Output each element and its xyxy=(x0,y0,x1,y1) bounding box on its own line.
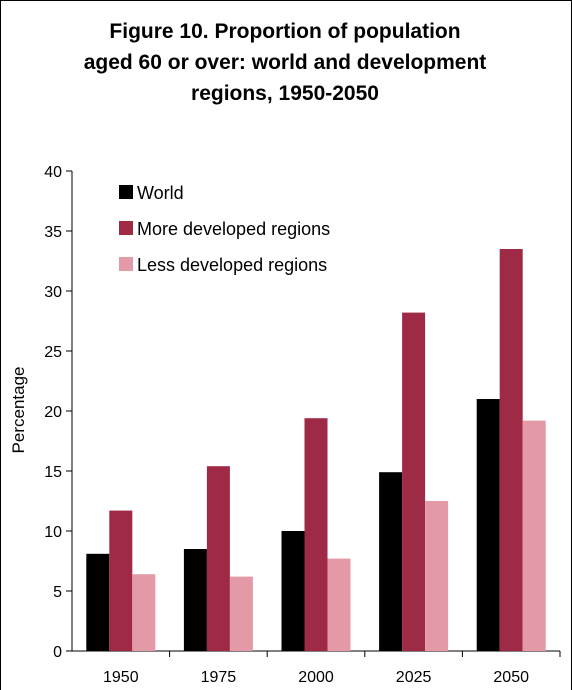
y-tick-label: 20 xyxy=(44,404,62,421)
legend-swatch xyxy=(119,221,133,235)
y-tick-label: 25 xyxy=(44,344,62,361)
bar-more-developed-regions xyxy=(109,510,133,651)
bar-less-developed-regions xyxy=(522,420,546,651)
y-tick-label: 40 xyxy=(44,164,62,181)
x-tick-label: 2025 xyxy=(396,669,432,686)
bar-world xyxy=(86,553,110,651)
bar-world xyxy=(281,531,305,651)
y-tick-label: 5 xyxy=(53,584,62,601)
bars xyxy=(86,249,546,651)
legend: World More developed regions Less develope… xyxy=(119,183,330,275)
legend-swatch xyxy=(119,257,133,271)
bar-more-developed-regions xyxy=(499,249,523,651)
y-tick-label: 10 xyxy=(44,524,62,541)
bar-less-developed-regions xyxy=(327,558,351,651)
legend-label: World xyxy=(137,183,184,203)
x-tick-label: 1950 xyxy=(103,669,139,686)
bar-more-developed-regions xyxy=(402,312,426,651)
legend-label: More developed regions xyxy=(137,219,330,239)
y-tick-label: 30 xyxy=(44,284,62,301)
bar-world xyxy=(476,399,500,651)
bar-more-developed-regions xyxy=(304,418,328,651)
legend-label: Less developed regions xyxy=(137,255,327,275)
bar-world xyxy=(379,472,403,651)
y-axis-label: Percentage xyxy=(9,367,28,454)
bar-more-developed-regions xyxy=(206,466,230,651)
x-tick-label: 2000 xyxy=(298,669,334,686)
y-tick-label: 15 xyxy=(44,464,62,481)
x-tick-label: 2050 xyxy=(493,669,529,686)
chart-title: Figure 10. Proportion of population aged… xyxy=(83,20,487,105)
bar-less-developed-regions xyxy=(132,574,156,651)
bar-world xyxy=(183,549,207,651)
x-tick-label: 1975 xyxy=(201,669,237,686)
y-tick-label: 35 xyxy=(44,224,62,241)
y-tick-label: 0 xyxy=(53,644,62,661)
bar-less-developed-regions xyxy=(425,501,449,651)
legend-swatch xyxy=(119,185,133,199)
bar-less-developed-regions xyxy=(229,576,253,651)
